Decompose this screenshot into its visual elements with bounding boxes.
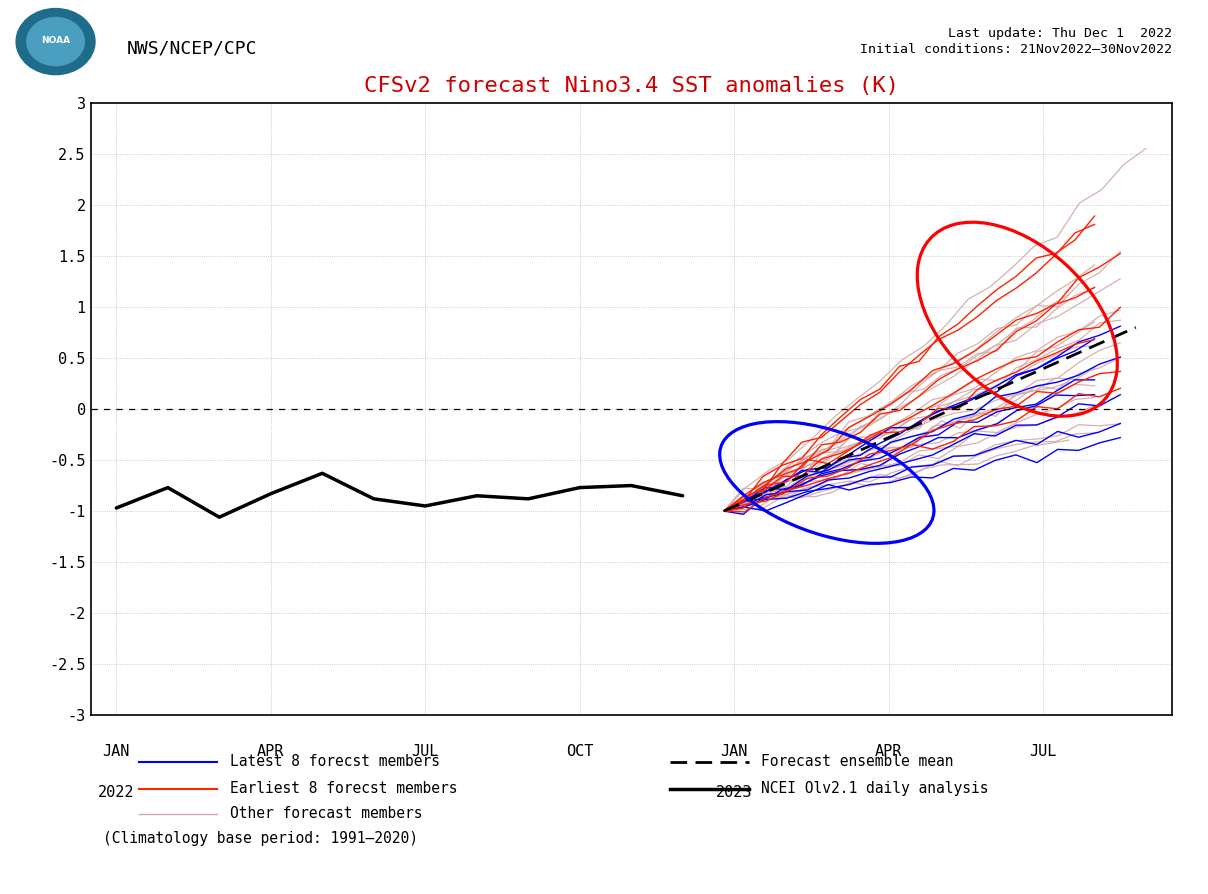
Text: APR: APR [257, 744, 284, 759]
Text: Forecast ensemble mean: Forecast ensemble mean [761, 755, 953, 769]
Text: JUL: JUL [1029, 744, 1057, 759]
Text: JAN: JAN [103, 744, 130, 759]
Text: 2023: 2023 [716, 785, 753, 799]
Text: JUL: JUL [412, 744, 439, 759]
Text: OCT: OCT [567, 744, 593, 759]
Text: NOAA: NOAA [41, 36, 70, 45]
Circle shape [27, 18, 85, 65]
Text: Other forecast members: Other forecast members [230, 806, 422, 821]
Text: Last update: Thu Dec 1  2022: Last update: Thu Dec 1 2022 [948, 27, 1172, 40]
Circle shape [16, 9, 95, 74]
Text: Earliest 8 forecst members: Earliest 8 forecst members [230, 781, 457, 796]
Title: CFSv2 forecast Nino3.4 SST anomalies (K): CFSv2 forecast Nino3.4 SST anomalies (K) [364, 76, 899, 96]
Text: 2022: 2022 [98, 785, 134, 799]
Text: Latest 8 forecst members: Latest 8 forecst members [230, 755, 440, 769]
Text: (Climatology base period: 1991–2020): (Climatology base period: 1991–2020) [103, 831, 418, 846]
Text: NCEI Olv2.1 daily analysis: NCEI Olv2.1 daily analysis [761, 781, 988, 796]
Text: NWS/NCEP/CPC: NWS/NCEP/CPC [127, 39, 257, 57]
Text: Initial conditions: 21Nov2022–30Nov2022: Initial conditions: 21Nov2022–30Nov2022 [860, 43, 1172, 56]
Text: JAN: JAN [720, 744, 748, 759]
Text: APR: APR [875, 744, 902, 759]
